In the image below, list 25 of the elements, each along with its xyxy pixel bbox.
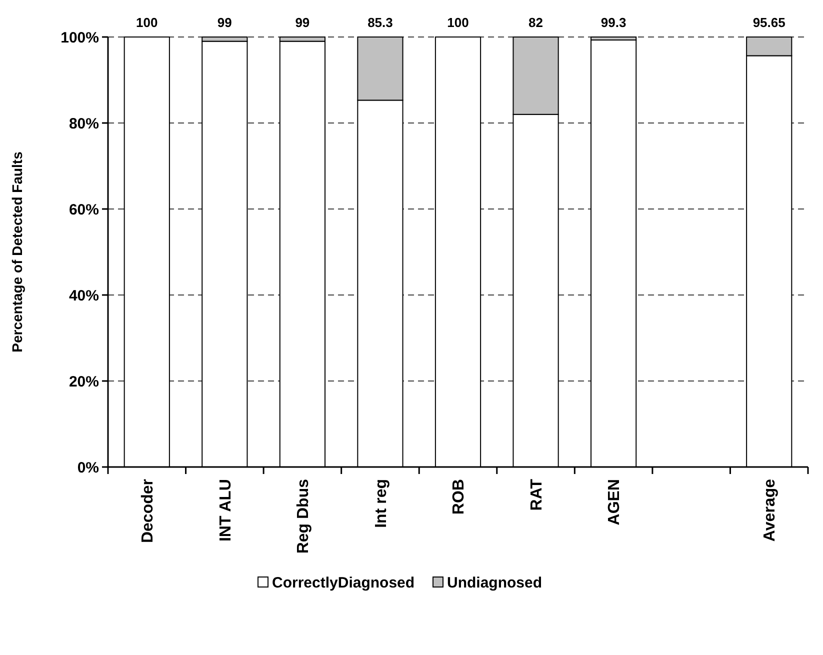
x-tick-label: Decoder xyxy=(139,479,156,544)
annotation: 85.3 xyxy=(368,15,393,30)
annotation: 95.65 xyxy=(752,15,786,30)
x-tick-label: INT ALU xyxy=(217,479,234,542)
y-tick-label: 100% xyxy=(60,29,99,46)
y-tick-label: 0% xyxy=(77,459,99,476)
y-tick-label: 20% xyxy=(68,373,99,390)
legend-label: Undiagnosed xyxy=(447,574,542,592)
legend-label: CorrectlyDiagnosed xyxy=(272,574,415,592)
x-tick-label: Int reg xyxy=(372,479,390,528)
y-tick-label: 60% xyxy=(68,201,99,218)
x-tick-label: Average xyxy=(762,478,779,542)
annotation: 99.3 xyxy=(600,15,626,30)
annotation: 99 xyxy=(217,15,232,30)
y-tick-label: 80% xyxy=(68,115,99,132)
x-tick-label: Reg Dbus xyxy=(295,478,312,554)
annotation: 82 xyxy=(528,15,544,30)
x-tick-label: AGEN xyxy=(606,479,624,526)
annotation: 100 xyxy=(136,15,158,30)
y-tick-label: 40% xyxy=(68,287,99,304)
x-tick-label: RAT xyxy=(528,478,546,511)
annotation: 99 xyxy=(295,15,310,30)
x-tick-label: ROB xyxy=(450,479,468,515)
annotation: 100 xyxy=(447,15,469,30)
y-axis-title: Percentage of Detected Faults xyxy=(9,151,25,352)
